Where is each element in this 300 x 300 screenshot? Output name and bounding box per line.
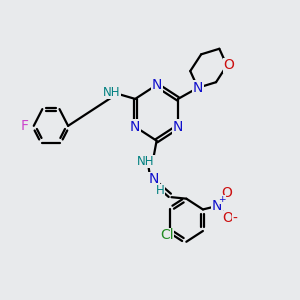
Text: H: H — [155, 184, 164, 197]
Text: N: N — [149, 172, 159, 186]
Text: N: N — [173, 120, 183, 134]
Text: N: N — [152, 78, 162, 92]
Text: O: O — [223, 212, 233, 225]
Text: N: N — [130, 120, 140, 134]
Text: O: O — [221, 186, 232, 200]
Text: Cl: Cl — [160, 229, 174, 242]
Text: O: O — [224, 58, 234, 73]
Text: -: - — [232, 212, 237, 225]
Text: NH: NH — [103, 86, 120, 99]
Text: +: + — [218, 195, 226, 204]
Text: F: F — [21, 119, 29, 133]
Text: N: N — [193, 81, 203, 95]
Text: N: N — [212, 200, 222, 214]
Text: NH: NH — [137, 155, 155, 168]
